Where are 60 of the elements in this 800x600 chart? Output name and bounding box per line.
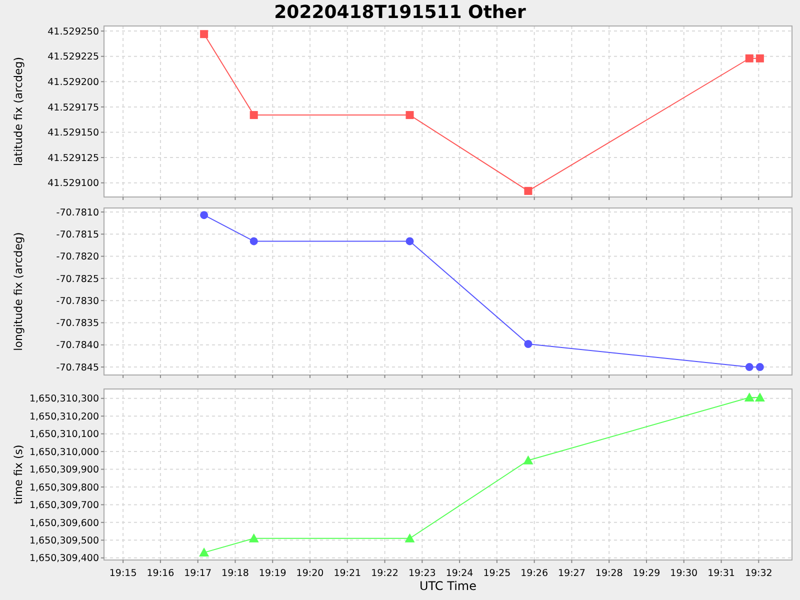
x-tick-label: 19:26 [520, 568, 548, 579]
y-tick-label: 1,650,310,000 [29, 446, 99, 458]
x-tick-label: 19:15 [109, 568, 137, 579]
x-tick-label: 19:19 [258, 568, 286, 579]
y-tick-label: -70.7810 [56, 207, 99, 218]
y-tick-label: 41.529200 [48, 76, 99, 88]
x-tick-label: 19:17 [184, 568, 212, 579]
y-axis-title: time fix (s) [12, 444, 25, 504]
chart-title: 20220418T191511 Other [274, 2, 526, 23]
x-tick-label: 19:16 [146, 568, 174, 579]
y-tick-label: 1,650,309,500 [29, 535, 99, 546]
y-tick-label: 1,650,309,400 [29, 553, 99, 564]
y-tick-label: 41.529100 [48, 178, 99, 190]
x-tick-label: 19:28 [595, 568, 623, 579]
y-tick-label: -70.7820 [56, 252, 99, 263]
y-tick-label: 1,650,309,600 [29, 518, 99, 529]
x-tick-label: 19:21 [334, 568, 362, 579]
point [524, 340, 532, 348]
y-tick-label: -70.7830 [56, 296, 99, 307]
point [756, 363, 764, 372]
point [756, 54, 764, 62]
y-tick-label: -70.7840 [56, 340, 99, 352]
y-tick-label: 1,650,310,100 [29, 429, 99, 440]
y-tick-label: -70.7825 [56, 274, 99, 285]
x-tick-label: 19:29 [632, 568, 660, 579]
y-axis-title: longitude fix (arcdeg) [12, 232, 25, 351]
point [200, 30, 208, 38]
y-tick-label: 41.529175 [48, 102, 99, 114]
y-tick-label: 1,650,309,800 [29, 482, 99, 494]
y-tick-label: -70.7845 [56, 362, 99, 374]
y-tick-label: 1,650,310,200 [29, 411, 99, 422]
x-tick-label: 19:22 [371, 568, 398, 579]
y-tick-label: 41.529250 [48, 26, 99, 38]
y-tick-label: -70.7815 [56, 229, 99, 240]
point [250, 111, 258, 120]
point [524, 186, 532, 195]
point [200, 211, 208, 220]
x-tick-label: 19:30 [670, 568, 698, 579]
point [250, 237, 258, 246]
y-tick-label: 41.529150 [48, 128, 99, 139]
x-tick-label: 19:27 [558, 568, 586, 579]
point [745, 363, 754, 372]
y-axis-title: latitude fix (arcdeg) [12, 56, 25, 166]
point [406, 111, 414, 120]
y-tick-label: 1,650,310,300 [29, 394, 99, 405]
x-axis-title: UTC Time [420, 579, 476, 593]
y-tick-label: -70.7835 [56, 318, 99, 330]
x-tick-label: 19:20 [296, 568, 324, 579]
x-tick-label: 19:23 [408, 568, 436, 579]
y-tick-label: 41.529125 [48, 152, 99, 164]
y-tick-label: 1,650,309,900 [29, 464, 99, 476]
y-tick-label: 1,650,309,700 [29, 500, 99, 512]
x-tick-label: 19:32 [744, 568, 772, 579]
point [745, 54, 754, 62]
x-tick-label: 19:25 [483, 568, 511, 579]
x-tick-label: 19:18 [222, 568, 249, 579]
y-tick-label: 41.529225 [48, 52, 99, 63]
x-tick-label: 19:24 [446, 568, 474, 579]
point [406, 237, 414, 246]
x-tick-label: 19:31 [708, 568, 735, 579]
